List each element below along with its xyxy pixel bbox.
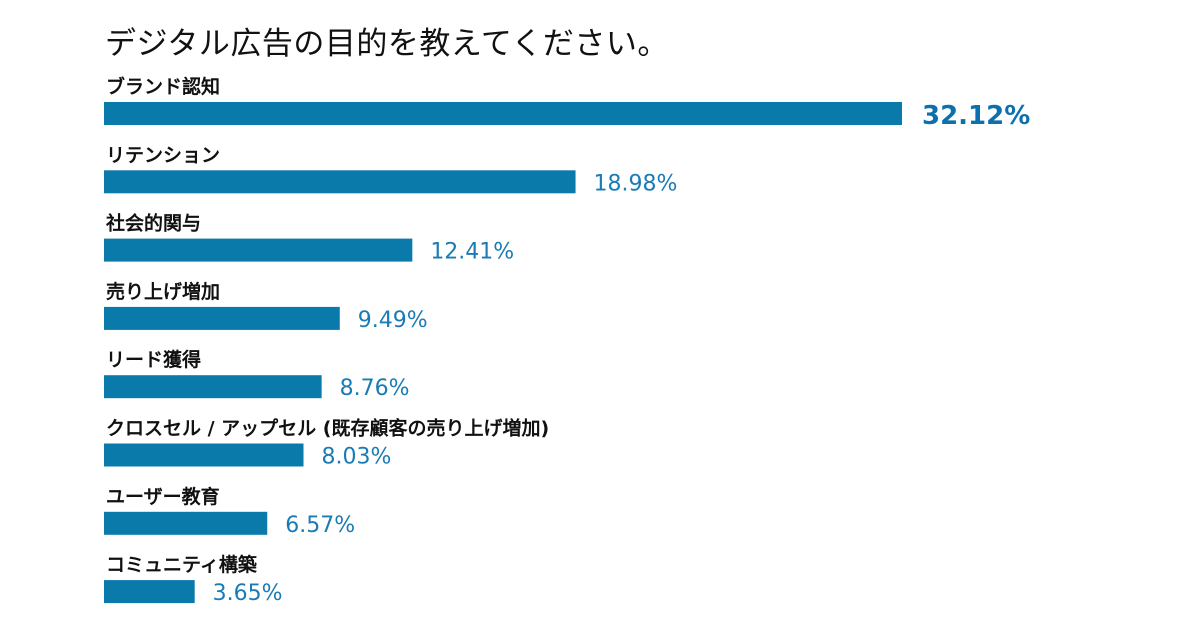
bar [104, 443, 304, 467]
category-label: リテンション [106, 144, 220, 166]
value-label: 3.65% [213, 581, 283, 606]
category-label: ユーザー教育 [106, 485, 220, 508]
value-label: 12.41% [430, 240, 514, 265]
category-label: クロスセル / アップセル (既存顧客の売り上げ増加) [106, 417, 549, 440]
bar [104, 511, 268, 535]
value-label: 8.03% [322, 445, 392, 470]
category-label: コミュニティ構築 [106, 553, 258, 576]
bar [104, 102, 902, 125]
category-label: 社会的関与 [105, 212, 201, 235]
value-label: 8.76% [340, 376, 410, 401]
chart-title: デジタル広告の目的を教えてください。 [105, 26, 669, 62]
value-label: 6.57% [285, 513, 355, 538]
bar [104, 580, 195, 604]
bar [104, 170, 576, 194]
value-label: 32.12% [922, 101, 1030, 131]
bar [104, 375, 322, 399]
bar [104, 306, 340, 330]
bar [104, 238, 413, 262]
value-label: 18.98% [594, 171, 678, 196]
category-label: 売り上げ増加 [106, 280, 220, 303]
category-label: リード獲得 [106, 348, 201, 371]
value-label: 9.49% [358, 308, 428, 333]
category-label: ブランド認知 [106, 75, 220, 98]
